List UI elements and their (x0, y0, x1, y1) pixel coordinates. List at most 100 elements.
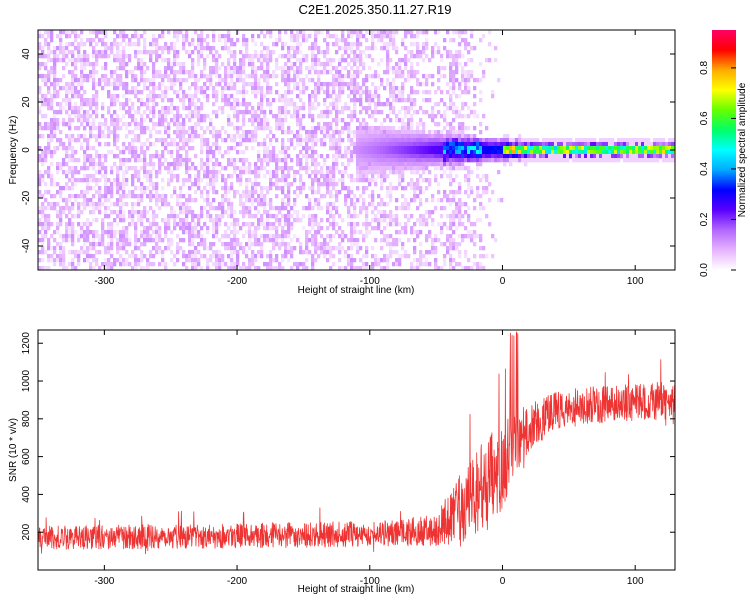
heatmap-cell (47, 146, 51, 151)
heatmap-cell (365, 246, 369, 251)
heatmap-cell (125, 178, 129, 183)
heatmap-cell (200, 30, 204, 35)
heatmap-cell (41, 222, 45, 227)
heatmap-cell (458, 42, 462, 47)
heatmap-cell (203, 74, 207, 79)
heatmap-cell (233, 250, 237, 255)
heatmap-cell (242, 70, 246, 75)
heatmap-cell (266, 266, 270, 270)
heatmap-cell (158, 130, 162, 135)
heatmap-cell (326, 42, 330, 47)
heatmap-cell (53, 150, 57, 155)
heatmap-cell (455, 114, 459, 119)
heatmap-cell (134, 34, 138, 39)
heatmap-cell (305, 234, 309, 239)
heatmap-cell (236, 258, 240, 263)
heatmap-cell (287, 86, 291, 91)
heatmap-cell (476, 154, 480, 159)
heatmap-cell (116, 58, 120, 63)
heatmap-cell (245, 198, 249, 203)
heatmap-cell (332, 142, 336, 147)
heatmap-cell (308, 198, 312, 203)
heatmap-cell (245, 138, 249, 143)
heatmap-cell (59, 46, 63, 51)
heatmap-cell (98, 154, 102, 159)
heatmap-cell (77, 222, 81, 227)
heatmap-cell (92, 242, 96, 247)
heatmap-cell (134, 158, 138, 163)
heatmap-cell (251, 258, 255, 263)
heatmap-cell (386, 62, 390, 67)
heatmap-cell (350, 78, 354, 83)
heatmap-cell (323, 62, 327, 67)
heatmap-cell (89, 74, 93, 79)
heatmap-cell (74, 150, 78, 155)
heatmap-cell (458, 142, 462, 147)
heatmap-cell (191, 62, 195, 67)
heatmap-cell (326, 226, 330, 231)
heatmap-cell (362, 222, 366, 227)
heatmap-cell (104, 62, 108, 67)
heatmap-cell (128, 122, 132, 127)
heatmap-cell (347, 70, 351, 75)
heatmap-cell (77, 250, 81, 255)
heatmap-cell (479, 90, 483, 95)
heatmap-cell (320, 194, 324, 199)
heatmap-cell (182, 118, 186, 123)
heatmap-cell (152, 70, 156, 75)
heatmap-cell (209, 254, 213, 259)
heatmap-cell (317, 46, 321, 51)
heatmap-cell (353, 178, 357, 183)
heatmap-cell (386, 154, 390, 159)
heatmap-cell (257, 242, 261, 247)
heatmap-cell (461, 158, 465, 163)
heatmap-cell (437, 30, 441, 35)
heatmap-cell (464, 138, 468, 143)
heatmap-cell (128, 90, 132, 95)
heatmap-cell (329, 146, 333, 151)
heatmap-cell (224, 182, 228, 187)
heatmap-cell (128, 150, 132, 155)
heatmap-cell (281, 178, 285, 183)
heatmap-cell (251, 138, 255, 143)
heatmap-cell (419, 54, 423, 59)
heatmap-cell (119, 242, 123, 247)
heatmap-cell (266, 222, 270, 227)
heatmap-cell (116, 146, 120, 151)
heatmap-cell (215, 174, 219, 179)
heatmap-cell (101, 226, 105, 231)
heatmap-cell (116, 78, 120, 83)
heatmap-cell (182, 126, 186, 131)
heatmap-cell (398, 154, 402, 159)
heatmap-cell (140, 102, 144, 107)
heatmap-cell (122, 194, 126, 199)
heatmap-cell (143, 238, 147, 243)
heatmap-cell (356, 134, 360, 139)
heatmap-cell (62, 266, 66, 270)
heatmap-cell (278, 110, 282, 115)
heatmap-cell (266, 74, 270, 79)
heatmap-cell (449, 266, 453, 270)
heatmap-cell (365, 94, 369, 99)
heatmap-cell (416, 50, 420, 55)
heatmap-cell (299, 66, 303, 71)
heatmap-cell (233, 242, 237, 247)
heatmap-cell (113, 178, 117, 183)
heatmap-cell (446, 134, 450, 139)
heatmap-cell (329, 214, 333, 219)
heatmap-cell (209, 258, 213, 263)
heatmap-cell (260, 158, 264, 163)
heatmap-cell (449, 86, 453, 91)
heatmap-cell (386, 234, 390, 239)
heatmap-cell (410, 266, 414, 270)
heatmap-cell (296, 142, 300, 147)
heatmap-cell (143, 30, 147, 35)
heatmap-cell (365, 266, 369, 270)
heatmap-cell (101, 38, 105, 43)
heatmap-cell (281, 186, 285, 191)
heatmap-cell (290, 38, 294, 43)
heatmap-cell (395, 138, 399, 143)
heatmap-cell (218, 162, 222, 167)
heatmap-cell (227, 202, 231, 207)
heatmap-cell (266, 66, 270, 71)
